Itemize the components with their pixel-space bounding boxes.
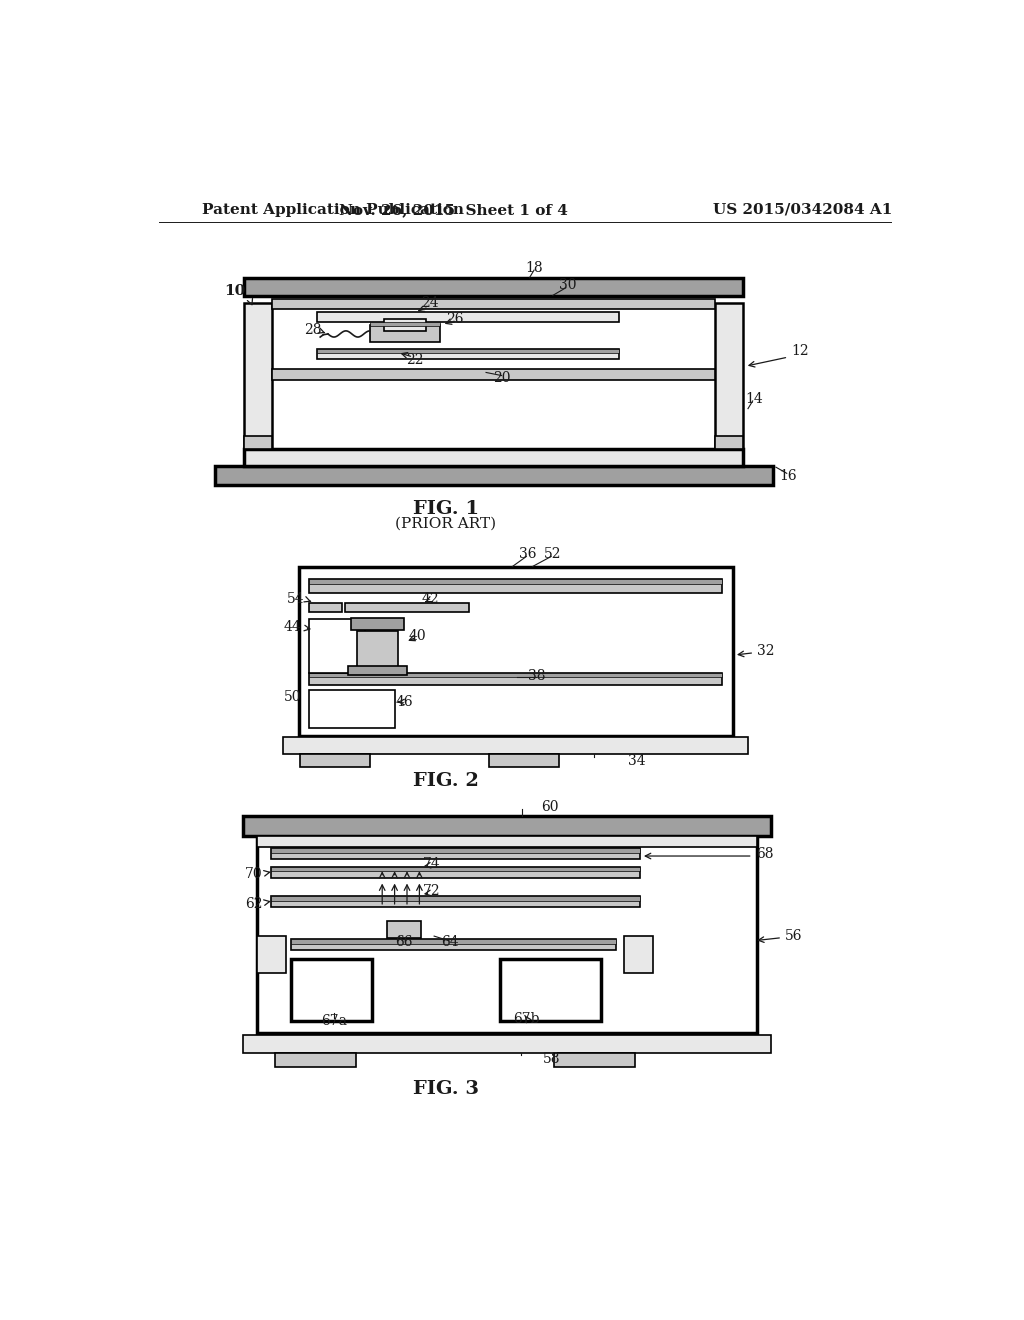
Text: 66: 66 <box>395 936 413 949</box>
Bar <box>243 816 771 836</box>
Bar <box>291 940 616 950</box>
Bar <box>300 755 370 767</box>
Text: 36: 36 <box>519 548 537 561</box>
Bar <box>299 566 732 737</box>
Text: 60: 60 <box>541 800 558 813</box>
Bar <box>270 867 640 878</box>
Bar <box>270 896 640 907</box>
Bar <box>215 466 773 484</box>
Text: 74: 74 <box>423 857 440 871</box>
Text: 40: 40 <box>409 628 427 643</box>
Text: 67b: 67b <box>513 1012 540 1026</box>
Bar <box>554 1053 635 1067</box>
Text: 58: 58 <box>543 1052 560 1067</box>
Bar <box>245 277 743 296</box>
Text: 14: 14 <box>745 392 763 407</box>
Bar <box>270 867 640 871</box>
Bar <box>309 578 722 593</box>
Bar <box>345 603 469 612</box>
Bar <box>357 631 397 673</box>
Bar <box>317 350 620 359</box>
Text: 42: 42 <box>422 591 439 606</box>
Bar <box>309 673 722 685</box>
Text: 70: 70 <box>245 867 263 882</box>
Text: 34: 34 <box>628 754 645 767</box>
Bar <box>257 826 758 1034</box>
Bar <box>317 313 620 322</box>
Text: FIG. 1: FIG. 1 <box>413 500 479 517</box>
Text: 38: 38 <box>528 669 546 682</box>
Text: 16: 16 <box>779 469 797 483</box>
Bar <box>243 1035 771 1053</box>
Text: 10: 10 <box>224 284 246 298</box>
Text: 20: 20 <box>493 371 510 385</box>
Bar <box>272 298 716 309</box>
Text: US 2015/0342084 A1: US 2015/0342084 A1 <box>713 203 892 216</box>
Bar <box>245 449 743 466</box>
Text: 50: 50 <box>284 690 302 705</box>
Text: (PRIOR ART): (PRIOR ART) <box>395 516 497 531</box>
Text: 12: 12 <box>792 345 809 358</box>
Bar <box>348 665 407 675</box>
Text: 67a: 67a <box>322 1014 347 1028</box>
Text: Nov. 26, 2015  Sheet 1 of 4: Nov. 26, 2015 Sheet 1 of 4 <box>339 203 568 216</box>
Bar <box>275 1053 356 1067</box>
Bar <box>317 350 620 354</box>
Bar <box>270 849 640 859</box>
Text: 28: 28 <box>304 323 322 337</box>
Text: 30: 30 <box>559 279 577 293</box>
Text: 64: 64 <box>441 936 459 949</box>
Text: 26: 26 <box>446 312 464 326</box>
Bar <box>257 836 758 847</box>
Bar <box>291 960 372 1020</box>
Text: 72: 72 <box>423 884 440 899</box>
Bar <box>351 618 403 631</box>
Text: 56: 56 <box>785 929 803 942</box>
Text: 46: 46 <box>395 696 413 709</box>
Bar <box>716 304 743 449</box>
Text: 22: 22 <box>406 354 424 367</box>
Bar <box>257 936 286 973</box>
Bar <box>489 755 559 767</box>
Bar <box>370 322 439 326</box>
Text: 68: 68 <box>756 847 773 862</box>
Bar <box>270 896 640 900</box>
Bar <box>624 936 653 973</box>
Text: 32: 32 <box>758 644 775 659</box>
Text: FIG. 2: FIG. 2 <box>413 772 478 789</box>
Text: 54: 54 <box>287 591 305 606</box>
Bar <box>384 318 426 331</box>
Bar <box>291 940 616 944</box>
Bar <box>245 436 272 449</box>
Text: FIG. 3: FIG. 3 <box>413 1080 479 1097</box>
Bar <box>309 689 394 729</box>
Bar <box>309 673 722 677</box>
Text: 44: 44 <box>284 619 302 634</box>
Bar <box>283 738 748 755</box>
Text: 18: 18 <box>525 261 543 275</box>
Bar <box>387 921 421 937</box>
Bar <box>500 960 601 1020</box>
Bar <box>272 370 716 380</box>
Text: 62: 62 <box>246 896 263 911</box>
Text: 24: 24 <box>422 296 439 310</box>
Bar <box>309 603 342 612</box>
Bar <box>245 304 272 449</box>
Bar <box>309 578 722 585</box>
Bar <box>716 436 743 449</box>
Bar <box>270 849 640 853</box>
Bar <box>309 619 366 673</box>
Text: Patent Application Publication: Patent Application Publication <box>202 203 464 216</box>
Bar <box>370 325 439 342</box>
Text: 52: 52 <box>544 548 561 561</box>
